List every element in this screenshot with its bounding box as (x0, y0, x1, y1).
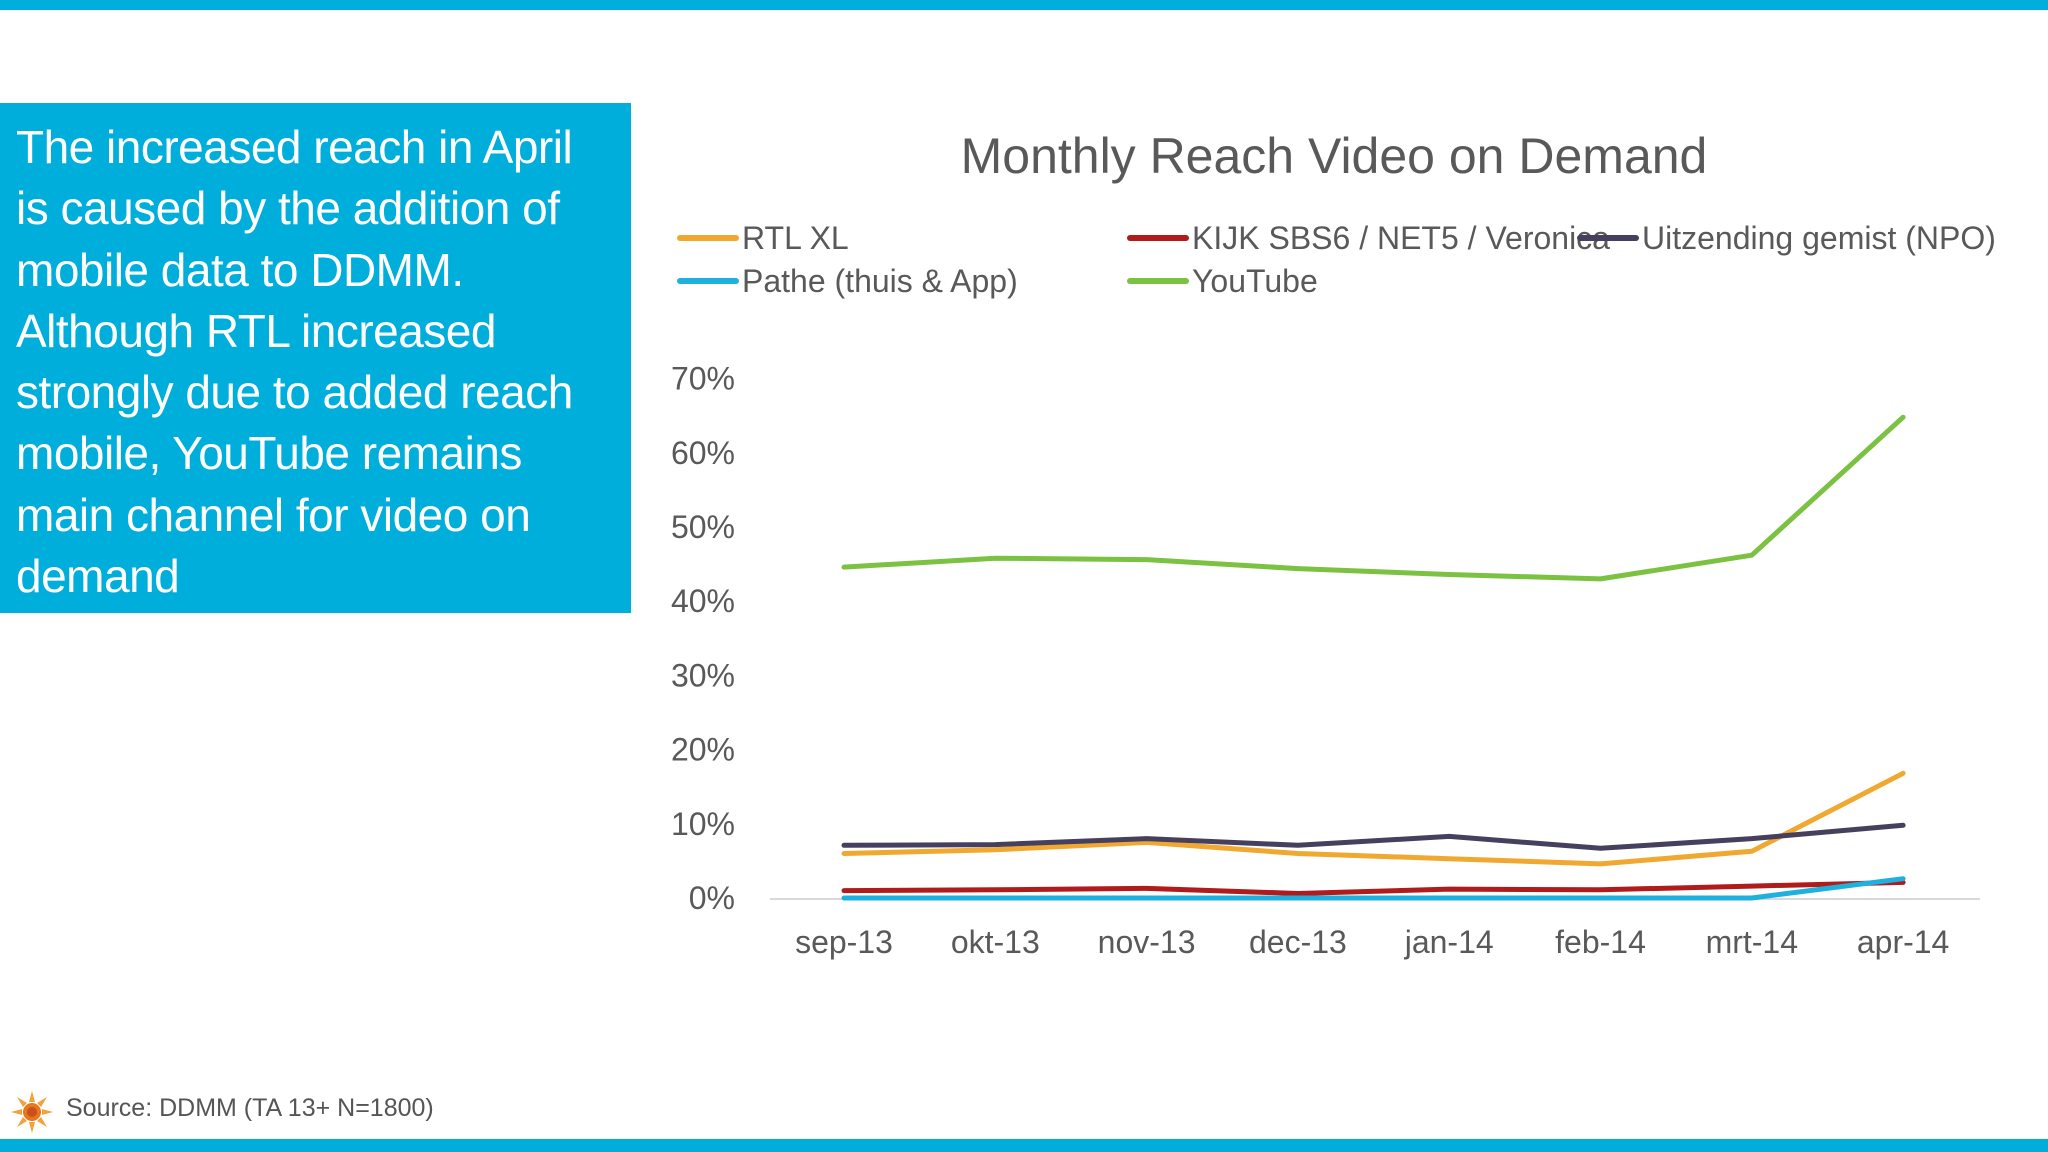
series-line (841, 770, 1906, 867)
series-line (841, 879, 1906, 896)
legend-label: RTL XL (742, 220, 849, 256)
legend-label: Uitzending gemist (NPO) (1642, 220, 1996, 256)
x-tick-label: feb-14 (1555, 924, 1646, 960)
y-tick-label: 30% (671, 657, 735, 693)
series-line (841, 414, 1906, 582)
callout-box: The increased reach in April is caused b… (0, 103, 631, 613)
y-tick-label: 50% (671, 509, 735, 545)
bottom-accent-bar (0, 1139, 2048, 1152)
chart-legend: RTL XL KIJK SBS6 / NET5 / Veronica Uitzend… (677, 220, 1996, 299)
x-tick-label: mrt-14 (1706, 924, 1798, 960)
x-tick-label: nov-13 (1098, 924, 1196, 960)
sun-logo-icon (11, 1091, 53, 1133)
legend-label: KIJK SBS6 / NET5 / Veronica (1192, 220, 1610, 256)
y-tick-label: 0% (689, 880, 735, 916)
y-tick-label: 70% (671, 361, 735, 397)
y-tick-label: 60% (671, 435, 735, 471)
x-tick-label: dec-13 (1249, 924, 1347, 960)
legend-label: Pathe (thuis & App) (742, 263, 1018, 299)
chart-title: Monthly Reach Video on Demand (961, 128, 1708, 184)
x-tick-label: sep-13 (795, 924, 893, 960)
y-tick-label: 20% (671, 732, 735, 768)
x-axis: sep-13 okt-13 nov-13 dec-13 jan-14 feb-14 mrt-… (795, 924, 1949, 960)
x-tick-label: jan-14 (1404, 924, 1494, 960)
y-axis: 0% 10% 20% 30% 40% 50% 60% 70% (671, 361, 735, 916)
legend-label: YouTube (1192, 263, 1318, 299)
series-line (841, 876, 1906, 901)
series-line (841, 822, 1906, 851)
top-accent-bar (0, 0, 2048, 10)
source-note: Source: DDMM (TA 13+ N=1800) (66, 1094, 434, 1122)
plot-area (841, 414, 1906, 901)
x-tick-label: okt-13 (951, 924, 1040, 960)
y-tick-label: 10% (671, 806, 735, 842)
x-tick-label: apr-14 (1857, 924, 1950, 960)
callout-text: The increased reach in April is caused b… (16, 121, 573, 603)
y-tick-label: 40% (671, 583, 735, 619)
